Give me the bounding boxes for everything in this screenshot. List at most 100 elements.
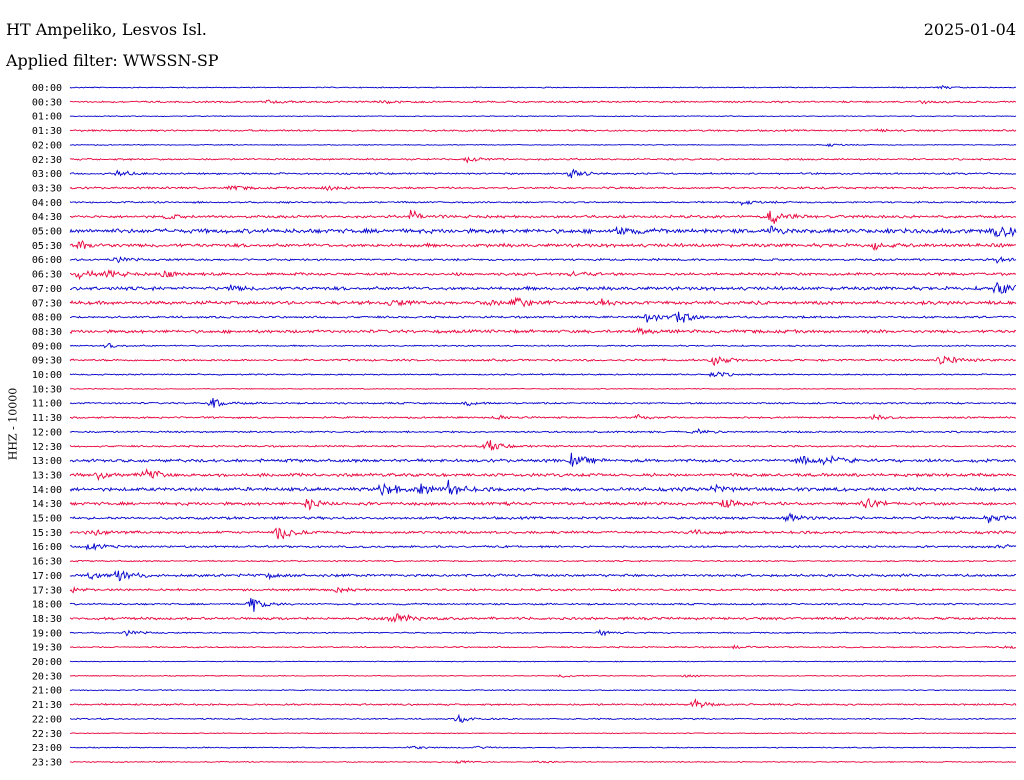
time-tick-label: 18:00	[32, 600, 62, 611]
time-tick-label: 08:00	[32, 313, 62, 324]
seismic-trace	[69, 156, 1017, 164]
time-tick-label: 11:30	[32, 413, 62, 424]
seismic-trace	[69, 586, 1017, 594]
seismic-trace	[69, 628, 1017, 637]
time-tick-label: 15:00	[32, 514, 62, 525]
seismic-trace	[69, 355, 1017, 367]
time-tick-label: 22:30	[32, 729, 62, 740]
time-tick-label: 17:00	[32, 571, 62, 582]
seismic-trace	[69, 143, 1017, 148]
seismic-trace	[69, 559, 1017, 563]
time-tick-label: 09:00	[32, 341, 62, 352]
time-tick-label: 12:30	[32, 442, 62, 453]
seismic-trace	[69, 467, 1017, 482]
seismic-trace	[69, 128, 1017, 133]
time-tick-label: 23:00	[32, 743, 62, 754]
seismic-trace	[69, 168, 1017, 179]
seismic-trace	[69, 209, 1017, 224]
seismic-trace	[69, 570, 1017, 582]
date-label: 2025-01-04	[923, 20, 1016, 39]
time-tick-label: 04:00	[32, 198, 62, 209]
time-tick-label: 03:30	[32, 183, 62, 194]
time-tick-label: 09:30	[32, 356, 62, 367]
seismic-trace	[69, 745, 1017, 750]
seismic-trace	[69, 713, 1017, 724]
seismic-trace	[69, 397, 1017, 408]
time-tick-label: 02:00	[32, 140, 62, 151]
time-tick-label: 17:30	[32, 585, 62, 596]
time-tick-label: 00:00	[32, 83, 62, 94]
seismic-trace	[69, 512, 1017, 524]
time-tick-label: 02:30	[32, 155, 62, 166]
seismic-trace	[69, 342, 1017, 349]
time-tick-label: 10:00	[32, 370, 62, 381]
time-tick-label: 20:30	[32, 671, 62, 682]
time-tick-label: 08:30	[32, 327, 62, 338]
seismic-trace	[69, 427, 1017, 434]
time-tick-label: 21:00	[32, 686, 62, 697]
seismic-trace	[69, 225, 1017, 238]
station-title: HT Ampeliko, Lesvos Isl.	[6, 20, 207, 39]
time-tick-label: 07:30	[32, 298, 62, 309]
time-tick-label: 19:00	[32, 628, 62, 639]
time-tick-label: 11:00	[32, 399, 62, 410]
time-tick-label: 23:30	[32, 757, 62, 768]
time-tick-label: 04:30	[32, 212, 62, 223]
seismic-trace	[69, 296, 1017, 308]
seismic-trace	[69, 479, 1017, 497]
time-tick-label: 01:30	[32, 126, 62, 137]
seismic-trace	[69, 543, 1017, 552]
time-tick-label: 15:30	[32, 528, 62, 539]
time-tick-label: 21:30	[32, 700, 62, 711]
time-tick-label: 14:00	[32, 485, 62, 496]
seismic-trace	[69, 613, 1017, 623]
seismic-trace	[69, 281, 1017, 294]
seismic-trace	[69, 85, 1017, 90]
seismic-trace	[69, 497, 1017, 511]
seismic-trace	[69, 371, 1017, 378]
time-tick-label: 07:00	[32, 284, 62, 295]
seismic-trace	[69, 598, 1017, 612]
time-tick-label: 12:00	[32, 427, 62, 438]
filter-label: Applied filter: WWSSN-SP	[6, 51, 219, 70]
time-tick-label: 16:30	[32, 557, 62, 568]
time-tick-label: 00:30	[32, 97, 62, 108]
time-tick-label: 19:30	[32, 643, 62, 654]
seismic-trace	[69, 387, 1017, 390]
time-tick-label: 14:30	[32, 499, 62, 510]
seismic-trace	[69, 689, 1017, 692]
time-tick-label: 13:00	[32, 456, 62, 467]
seismic-trace	[69, 527, 1017, 540]
seismic-trace	[69, 256, 1017, 264]
seismic-trace	[69, 660, 1017, 663]
time-tick-label: 13:30	[32, 470, 62, 481]
time-tick-label: 05:30	[32, 241, 62, 252]
time-tick-label: 01:00	[32, 112, 62, 123]
seismic-trace	[69, 440, 1017, 451]
seismic-trace	[69, 327, 1017, 336]
seismic-trace	[69, 674, 1017, 678]
seismic-trace	[69, 732, 1017, 735]
seismic-trace	[69, 413, 1017, 421]
time-tick-label: 03:00	[32, 169, 62, 180]
time-tick-label: 10:30	[32, 384, 62, 395]
time-tick-label: 05:00	[32, 227, 62, 238]
seismic-trace	[69, 199, 1017, 207]
seismic-trace	[69, 240, 1017, 252]
time-tick-label: 06:30	[32, 270, 62, 281]
seismic-trace	[69, 697, 1017, 709]
seismic-trace	[69, 311, 1017, 323]
seismic-trace	[69, 99, 1017, 105]
seismic-trace	[69, 269, 1017, 281]
time-tick-label: 06:00	[32, 255, 62, 266]
time-tick-label: 22:00	[32, 714, 62, 725]
time-tick-label: 20:00	[32, 657, 62, 668]
seismic-trace	[69, 759, 1017, 765]
seismic-trace	[69, 644, 1017, 650]
time-tick-label: 16:00	[32, 542, 62, 553]
seismic-trace	[69, 115, 1017, 118]
time-tick-label: 18:30	[32, 614, 62, 625]
seismic-trace	[69, 452, 1017, 467]
seismic-trace	[69, 184, 1017, 192]
